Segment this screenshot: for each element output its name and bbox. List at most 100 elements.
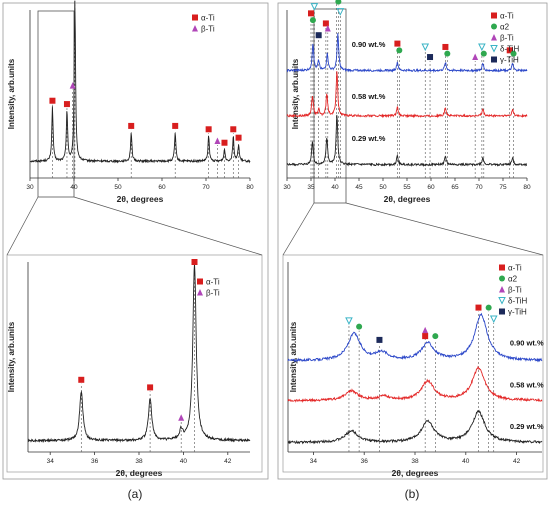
x-axis-title: 2θ, degrees [117,194,164,204]
phase-marker [178,414,185,421]
series-line [27,263,251,444]
phase-marker [485,304,492,311]
x-tick-label: 30 [283,184,291,191]
phase-marker [376,336,383,343]
phase-marker [49,97,56,104]
x-tick-label: 38 [411,458,419,465]
x-tick-label: 40 [70,184,78,191]
x-tick-label: 40 [462,458,470,465]
x-tick-label: 80 [523,184,531,191]
legend-label: β-Ti [500,34,514,43]
panel-b-zoom-frame [282,254,544,473]
legend-label: α-Ti [206,278,220,287]
legend-label: α-Ti [508,264,522,273]
panel-a-zoom-frame [6,254,263,473]
legend-marker [490,45,498,53]
legend-marker [499,264,505,271]
legend-label: α-Ti [201,14,215,23]
x-tick-label: 35 [307,184,315,191]
legend-label: β-Ti [206,289,220,298]
x-tick-label: 34 [310,458,318,465]
legend-label: γ-TiH [508,308,527,317]
panel-a-frame [2,2,269,480]
chart-a-overview: 30 40 50 60 70 80 2θ, degrees Intensity, arb.un… [7,0,254,204]
phase-marker [442,43,449,50]
series-line [287,312,543,363]
phase-marker [421,43,430,52]
phase-marker [432,333,439,340]
legend-marker [491,12,497,19]
x-tick-label: 80 [246,184,254,191]
panel-b-zoom-connector-right [345,202,544,256]
x-tick-label: 50 [379,184,387,191]
legend-marker [499,275,505,282]
x-tick-label: 42 [513,458,521,465]
phase-marker [69,82,76,89]
x-axis-title: 2θ, degrees [116,468,163,478]
phase-marker [309,17,316,24]
x-tick-label: 60 [427,184,435,191]
series-line [286,71,528,119]
series-line [287,409,543,445]
panel-b-frame [277,2,548,480]
legend-marker [491,56,497,63]
x-tick-label: 45 [355,184,363,191]
x-tick-label: 70 [202,184,210,191]
phase-marker [78,376,85,383]
panel-a-zoom-connector-right [73,196,263,256]
phase-marker [336,8,345,16]
phase-marker [506,47,513,54]
chart-b-zoom: 34 36 38 40 42 2θ, degrees Intensity, arb.unit… [287,262,544,478]
y-axis-title: Intensity, arb.units [7,58,16,129]
phase-marker [427,54,434,61]
x-tick-label: 30 [26,184,34,191]
legend-marker [491,34,497,41]
series-line [286,33,528,74]
phase-marker [205,126,212,133]
legend-label: α2 [500,23,510,32]
x-tick-label: 60 [158,184,166,191]
series-annotation: 0.29 wt.% [510,422,544,431]
phase-marker [324,24,331,32]
x-tick-label: 36 [361,458,369,465]
phase-marker [478,43,486,52]
chart-a-zoom: 34 36 38 40 42 2θ, degrees Intensity, arb.unit… [7,259,251,478]
y-axis-title: Intensity, arb.units [291,58,300,129]
legend-label: δ-TiH [500,45,519,54]
x-tick-label: 40 [180,458,188,465]
phase-marker [510,50,517,57]
legend-marker [197,289,203,296]
legend-marker [197,278,203,285]
series-annotation: 0.90 wt.% [352,40,386,49]
x-tick-label: 65 [451,184,459,191]
phase-marker [422,326,429,334]
legend-label: α2 [508,275,518,284]
legend-marker [491,23,497,30]
series-annotation: 0.58 wt.% [510,380,544,389]
legend-label: δ-TiH [508,297,527,306]
x-tick-label: 34 [47,458,55,465]
phase-marker [128,122,135,129]
x-tick-label: 55 [403,184,411,191]
phase-marker [310,3,319,11]
series-line [287,365,543,403]
phase-marker [147,384,154,391]
phase-marker [422,333,429,340]
chart-b-overview: 30 35 40 45 50 55 60 65 70 75 80 2θ, degrees Intensi… [283,0,531,204]
legend-marker [498,297,506,305]
series-annotation: 0.90 wt.% [510,339,544,348]
x-tick-label: 42 [224,458,232,465]
legend-label: α-Ti [500,12,514,21]
phase-marker [214,137,221,145]
x-axis-title: 2θ, degrees [384,194,431,204]
phase-marker [335,0,342,5]
x-tick-label: 50 [114,184,122,191]
phase-marker [394,40,401,47]
phase-marker [63,101,70,108]
legend-label: β-Ti [201,25,215,34]
phase-marker [480,50,487,57]
phase-marker [322,20,329,27]
x-tick-label: 40 [331,184,339,191]
legend-label: β-Ti [508,286,522,295]
